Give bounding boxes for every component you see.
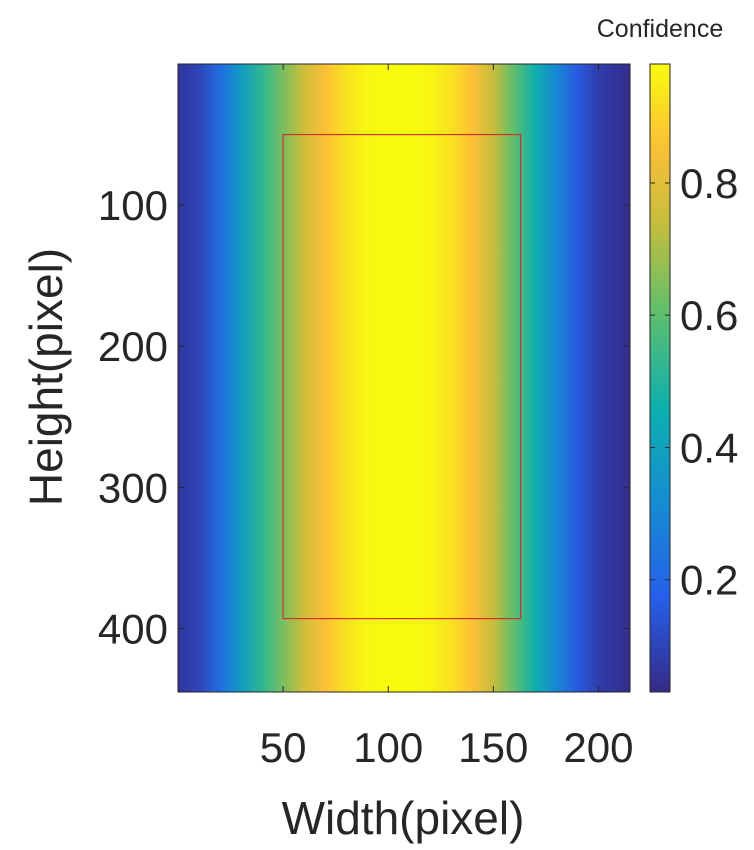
y-tick-label: 100: [98, 182, 168, 229]
x-tick-label: 50: [260, 724, 307, 771]
colorbar-title: Confidence: [597, 15, 723, 43]
colorbar-tick-label: 0.8: [680, 160, 738, 207]
x-tick-label: 150: [458, 724, 528, 771]
y-tick-label: 300: [98, 464, 168, 511]
y-tick-label: 400: [98, 605, 168, 652]
colorbar: [649, 63, 671, 693]
y-tick-label: 200: [98, 323, 168, 370]
x-axis-title: Width(pixel): [282, 792, 525, 844]
y-axis-title: Height(pixel): [20, 248, 72, 506]
heatmap-area: [178, 64, 630, 692]
colorbar-ticks: 0.2 0.4 0.6 0.8: [650, 160, 738, 604]
x-tick-label: 100: [353, 724, 423, 771]
x-axis-ticks: 50 100 150 200: [260, 64, 634, 771]
colorbar-tick-label: 0.2: [680, 557, 738, 604]
colorbar-tick-label: 0.6: [680, 292, 738, 339]
annotation-box: [282, 133, 522, 620]
plot-frame: [177, 63, 631, 693]
y-axis-ticks: 100 200 300 400: [98, 182, 630, 652]
x-tick-label: 200: [563, 724, 633, 771]
colorbar-tick-label: 0.4: [680, 424, 738, 471]
